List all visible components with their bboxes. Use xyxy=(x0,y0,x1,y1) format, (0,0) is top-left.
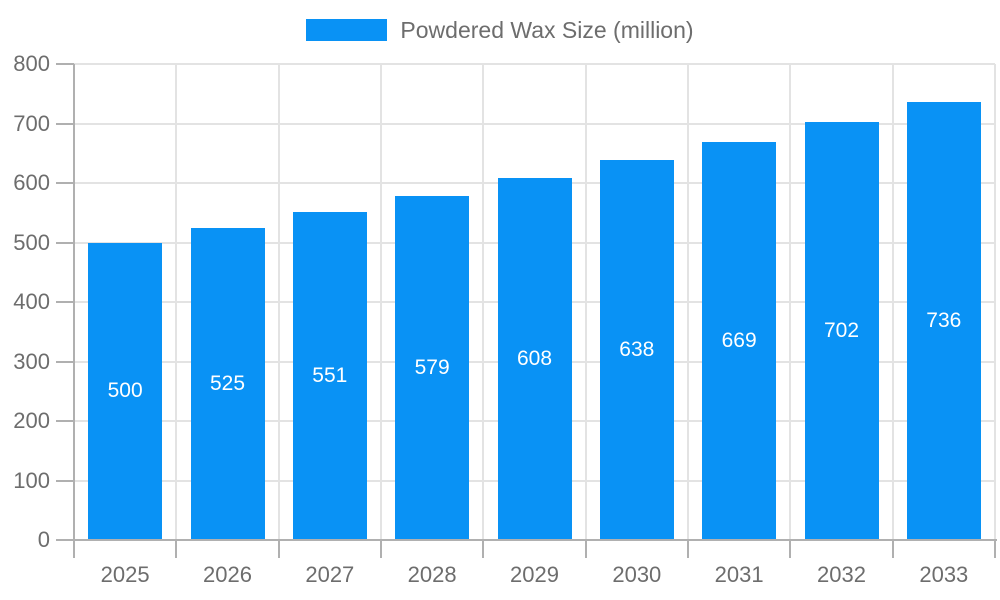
bar-value-label: 736 xyxy=(926,309,962,333)
y-axis-tick xyxy=(56,360,74,363)
y-axis-tick-label: 600 xyxy=(13,170,50,195)
bar-2029[interactable]: 608 xyxy=(497,178,572,540)
bar-value-label: 702 xyxy=(823,319,860,343)
x-axis-tick-label: 2033 xyxy=(919,562,969,587)
y-axis-tick-label: 700 xyxy=(13,110,50,136)
h-gridline xyxy=(74,122,995,125)
y-axis-tick xyxy=(56,479,74,482)
x-axis-tick-label: 2028 xyxy=(407,562,457,587)
bar-value-label: 500 xyxy=(107,379,143,403)
bar-2026[interactable]: 525 xyxy=(190,227,265,540)
bar-value-label: 525 xyxy=(209,371,246,395)
y-axis-tick-label: 800 xyxy=(13,51,50,76)
x-axis-tick xyxy=(584,540,587,558)
v-gridline xyxy=(482,64,485,540)
bar-2030[interactable]: 638 xyxy=(599,160,674,540)
v-gridline xyxy=(175,64,178,540)
x-axis-tick xyxy=(994,540,996,558)
y-axis-tick xyxy=(56,539,74,541)
y-axis-tick xyxy=(56,301,74,303)
y-axis-tick-label: 500 xyxy=(13,229,50,255)
bar-2025[interactable]: 500 xyxy=(88,242,163,540)
h-gridline xyxy=(74,63,995,65)
y-axis-tick xyxy=(56,63,74,65)
v-gridline xyxy=(789,64,792,540)
x-axis-tick xyxy=(277,540,280,558)
y-axis-tick-label: 0 xyxy=(37,527,50,552)
y-axis-tick-label: 200 xyxy=(13,408,50,433)
y-axis-tick-label: 400 xyxy=(13,289,50,314)
bar-value-label: 669 xyxy=(721,328,757,352)
bar-value-label: 579 xyxy=(414,355,450,379)
bar-2033[interactable]: 736 xyxy=(906,102,981,540)
y-axis-tick-label: 100 xyxy=(13,467,50,493)
bar-2028[interactable]: 579 xyxy=(395,195,470,540)
y-axis-line xyxy=(73,64,75,540)
bar-2027[interactable]: 551 xyxy=(292,212,367,540)
v-gridline xyxy=(380,64,382,540)
x-axis-tick xyxy=(380,540,382,558)
y-axis-tick xyxy=(56,182,74,184)
x-axis-tick-label: 2032 xyxy=(817,562,866,587)
x-axis-tick-label: 2031 xyxy=(714,562,764,587)
x-axis-tick xyxy=(73,540,75,558)
v-gridline xyxy=(994,64,996,540)
plot-area: 500 525 551 579 608 638 669 702 736 xyxy=(74,63,996,540)
x-axis-line xyxy=(56,539,997,541)
y-axis-tick xyxy=(56,420,74,422)
x-axis-tick xyxy=(482,540,485,558)
bar-2031[interactable]: 669 xyxy=(702,141,777,540)
bar-value-label: 608 xyxy=(516,347,553,371)
v-gridline xyxy=(891,64,894,540)
chart-legend[interactable]: Powdered Wax Size (million) xyxy=(0,17,1000,43)
x-axis-tick xyxy=(175,540,178,558)
y-axis-tick xyxy=(56,241,74,244)
x-axis-tick-label: 2027 xyxy=(305,562,355,587)
x-axis-tick-label: 2026 xyxy=(203,562,252,587)
bar-value-label: 638 xyxy=(619,338,655,362)
x-axis-tick-label: 2025 xyxy=(100,562,150,587)
y-axis-tick xyxy=(56,122,74,125)
legend-label: Powdered Wax Size (million) xyxy=(400,17,694,43)
x-axis-tick-label: 2029 xyxy=(510,562,559,587)
v-gridline xyxy=(277,64,280,540)
v-gridline xyxy=(687,64,689,540)
bar-value-label: 551 xyxy=(312,364,348,388)
x-axis-tick xyxy=(789,540,792,558)
legend-swatch-icon xyxy=(306,19,388,41)
v-gridline xyxy=(584,64,587,540)
x-axis-tick xyxy=(891,540,894,558)
bar-2032[interactable]: 702 xyxy=(804,122,879,540)
x-axis-tick-label: 2030 xyxy=(612,562,662,587)
x-axis-tick xyxy=(687,540,689,558)
y-axis-tick-label: 300 xyxy=(13,348,50,374)
